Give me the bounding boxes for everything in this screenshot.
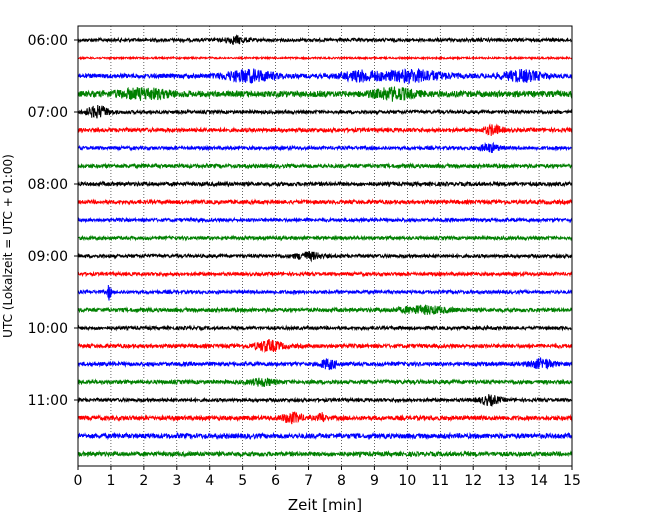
x-tick-label: 8 [337,473,346,489]
x-tick-label: 0 [74,473,83,489]
x-tick-label: 6 [271,473,280,489]
y-axis-label: UTC (Lokalzeit = UTC + 01:00) [1,154,15,338]
y-tick-label: 06:00 [28,33,68,49]
seismogram-trace [77,123,573,137]
x-tick-label: 11 [431,473,449,489]
y-tick-label: 11:00 [28,393,68,409]
seismogram-trace [77,180,573,188]
x-tick-label: 2 [139,473,148,489]
seismogram-trace [77,284,573,301]
x-tick-label: 13 [497,473,515,489]
x-axis-label: Zeit [min] [288,496,362,514]
plot-frame [77,25,573,467]
seismogram-trace [77,339,573,354]
seismogram-trace [77,34,573,45]
seismogram-trace [77,216,573,224]
seismogram-trace [77,377,573,387]
x-tick-label: 4 [205,473,214,489]
seismogram-trace [77,411,573,425]
seismogram-trace [77,104,573,119]
y-tick-label: 09:00 [28,249,68,265]
seismogram-trace [77,162,573,170]
seismogram-trace [77,86,573,102]
seismogram-trace [77,450,573,459]
x-tick-label: 7 [304,473,313,489]
seismogram-trace [77,304,573,316]
seismogram-trace [77,198,573,206]
seismogram-trace [77,141,573,154]
seismogram-trace [77,55,573,61]
y-tick-label: 08:00 [28,177,68,193]
x-tick-label: 10 [398,473,416,489]
seismogram-traces [77,34,573,459]
y-tick-label: 07:00 [28,105,68,121]
seismogram-trace [77,68,573,86]
seismogram-trace [77,270,573,278]
seismogram-trace [77,251,573,263]
x-axis-ticks: 0 1 2 3 4 5 6 7 8 9 10 11 12 13 14 15 [74,466,581,489]
y-axis-ticks: 06:00 07:00 08:00 09:00 10:00 11:00 [28,33,78,409]
x-tick-label: 15 [563,473,581,489]
seismogram-trace [77,394,573,407]
seismogram-trace [77,324,573,332]
seismogram-trace [77,357,573,371]
x-tick-label: 5 [238,473,247,489]
x-tick-label: 14 [530,473,548,489]
x-grid-lines [110,26,540,466]
seismogram-trace [77,234,573,242]
x-tick-label: 3 [172,473,181,489]
x-tick-label: 12 [464,473,482,489]
x-tick-label: 9 [370,473,379,489]
seismogram-trace [77,431,573,441]
y-tick-label: 10:00 [28,321,68,337]
x-tick-label: 1 [106,473,115,489]
